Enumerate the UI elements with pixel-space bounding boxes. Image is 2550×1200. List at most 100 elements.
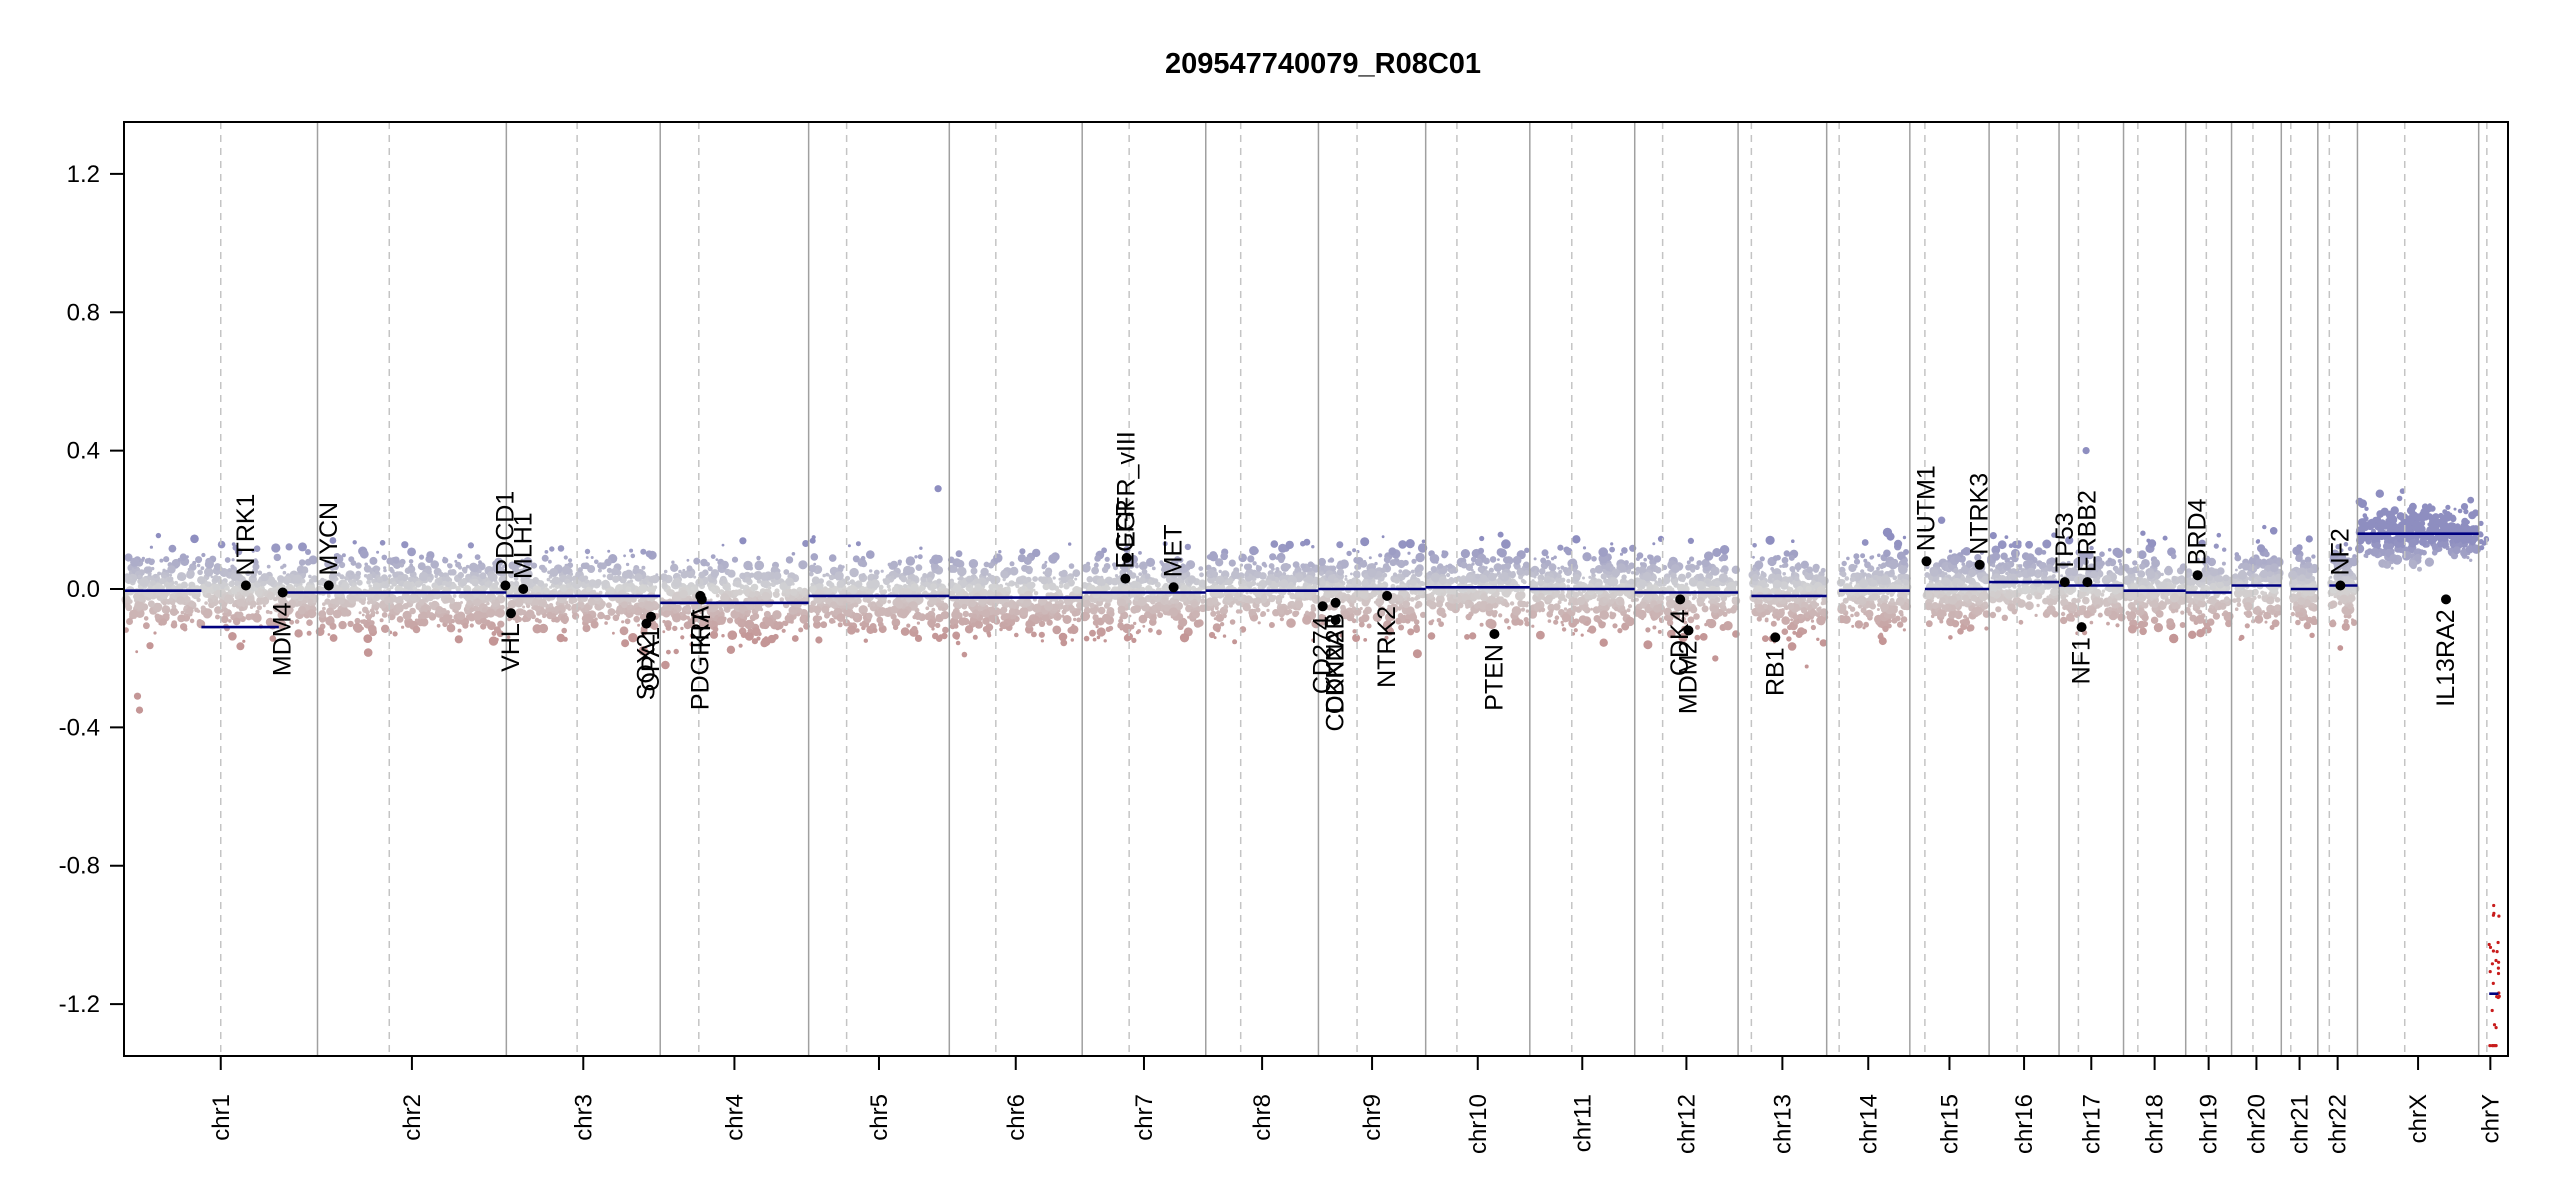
probe-point [460,601,463,604]
probe-point [260,573,269,582]
probe-point [1279,617,1284,622]
probe-point [887,562,892,567]
probe-point [495,608,505,618]
probe-point [1052,576,1056,580]
probe-point [790,620,794,624]
probe-point [1101,585,1105,589]
probe-point [1588,625,1597,634]
probe-point [900,627,910,636]
probe-point [1501,539,1511,549]
probe-point [223,583,228,587]
probe-point [1284,609,1291,616]
probe-point [1617,628,1623,634]
probe-point [1100,611,1104,615]
probe-point [327,594,331,598]
probe-point [1141,563,1145,567]
probe-point [773,591,780,598]
probe-point [551,613,557,619]
probe-point [395,603,404,611]
probe-point [963,591,968,596]
probe-point [606,567,613,574]
probe-point [162,568,166,572]
probe-point [480,623,487,630]
probe-point [1507,625,1511,630]
probe-point [298,595,303,600]
probe-point [159,585,164,590]
probe-point [1219,622,1225,627]
probe-point [1052,625,1062,635]
probe-point [1636,610,1643,617]
probe-point [1151,566,1156,571]
probe-point [445,576,451,582]
probe-point [568,558,573,563]
probe-point [379,540,386,546]
probe-point [623,554,626,558]
probe-point [785,556,794,564]
probe-point [1041,565,1046,570]
probe-point [1003,602,1010,608]
probe-point [191,586,195,590]
probe-point [338,581,342,585]
probe-point [1138,614,1148,624]
probe-point [802,540,810,547]
probe-point [828,574,835,581]
probe-point [938,634,944,640]
probe-point [744,610,749,615]
probe-point [532,577,540,584]
probe-point [1652,542,1656,546]
probe-point [707,566,713,572]
probe-point [912,575,919,582]
probe-point [813,562,817,566]
probe-point [434,585,439,589]
probe-point [467,542,474,549]
probe-point [588,579,597,587]
probe-point [661,660,670,670]
probe-point [927,577,933,583]
probe-point [412,625,421,634]
probe-point [1072,586,1081,594]
probe-point [712,626,719,633]
probe-point [1278,556,1285,563]
probe-point [1022,578,1029,584]
probe-point [1215,627,1221,633]
probe-point [586,579,590,584]
probe-point [1479,567,1485,573]
probe-point [665,622,669,626]
probe-point [1153,578,1159,584]
probe-point [1498,613,1503,618]
probe-point [639,570,643,575]
probe-point [255,609,260,614]
probe-point [940,611,949,620]
probe-point [1068,605,1075,612]
probe-point [1200,598,1206,604]
probe-point [192,560,197,565]
probe-point [399,562,405,568]
probe-point [512,588,517,593]
probe-point [1048,554,1058,564]
probe-point [1070,638,1075,642]
probe-point [783,569,790,575]
probe-point [1485,618,1495,629]
probe-point [277,611,286,619]
probe-point [627,580,631,584]
probe-point [1275,594,1283,602]
probe-point [1541,549,1549,557]
probe-point [1509,601,1515,606]
probe-point [1224,608,1228,613]
probe-point [1269,595,1274,601]
probe-point [143,622,150,630]
probe-point [1400,574,1404,578]
probe-points-chr10 [1424,531,1531,640]
probe-point [367,614,373,620]
probe-point [1057,609,1061,613]
probe-point [863,638,868,643]
probe-point [514,560,523,568]
probe-point [561,627,567,634]
probe-point [685,615,691,620]
probe-point [1547,619,1552,623]
probe-point [630,553,636,559]
probe-point [709,598,713,602]
probe-point [1380,567,1386,573]
probe-point [297,585,305,593]
